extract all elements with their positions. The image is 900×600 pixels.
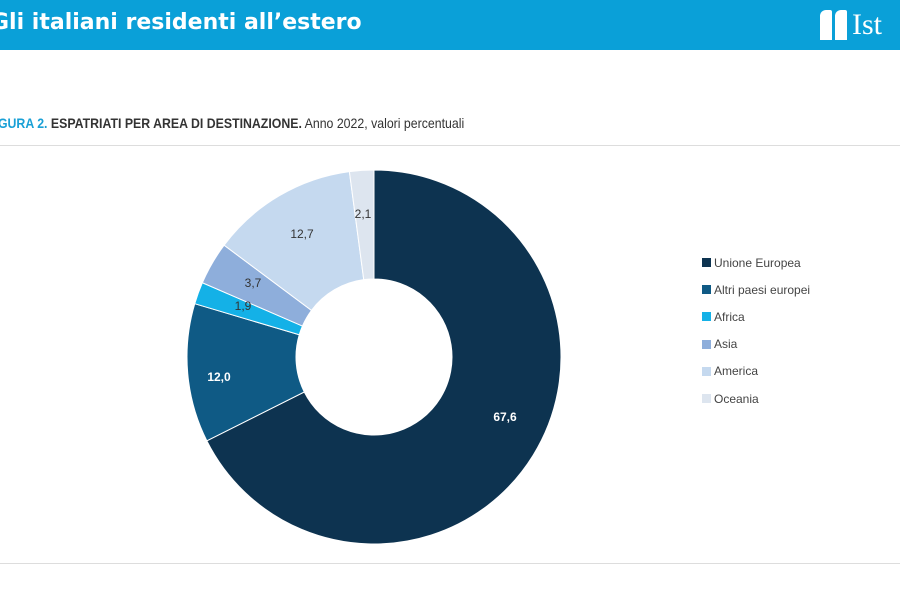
legend-item: America <box>702 358 810 385</box>
legend-swatch <box>702 339 711 349</box>
figure-subtitle: Anno 2022, valori percentuali <box>304 115 465 131</box>
legend-label: America <box>714 364 759 379</box>
data-label: 1,9 <box>235 299 252 313</box>
legend-swatch <box>702 394 711 404</box>
donut-slice-america <box>223 171 365 312</box>
header-band: Gli italiani residenti all’estero Ist <box>0 0 900 50</box>
legend-item: Oceania <box>702 385 810 412</box>
data-label: 12,7 <box>290 227 314 241</box>
data-label: 3,7 <box>245 276 262 290</box>
figure-title: FIGURA 2. ESPATRIATI PER AREA DI DESTINA… <box>0 115 464 131</box>
legend: Unione Europea Altri paesi europei Africa A… <box>702 249 810 412</box>
legend-label: Oceania <box>714 391 759 406</box>
donut-slice-altri-paesi-europei <box>186 303 305 442</box>
legend-item: Asia <box>702 331 810 358</box>
data-label: 2,1 <box>355 207 372 221</box>
legend-item: Africa <box>702 303 810 330</box>
legend-label: Asia <box>714 337 738 352</box>
istat-logo: Ist <box>820 10 882 40</box>
legend-label: Unione Europea <box>714 255 801 270</box>
legend-swatch <box>702 285 711 295</box>
legend-swatch <box>702 258 711 268</box>
donut-slice-oceania <box>348 169 375 281</box>
data-label: 67,6 <box>493 410 517 424</box>
legend-label: Africa <box>714 309 745 324</box>
top-rule <box>0 145 900 146</box>
legend-label: Altri paesi europei <box>714 282 811 297</box>
figure-heading: ESPATRIATI PER AREA DI DESTINAZIONE. <box>50 115 302 131</box>
bottom-rule <box>0 563 900 564</box>
data-label: 12,0 <box>207 370 231 384</box>
donut-slice-unione-europea <box>206 169 562 545</box>
header-title: Gli italiani residenti all’estero <box>0 10 362 35</box>
legend-swatch <box>702 312 711 322</box>
legend-item: Unione Europea <box>702 249 810 276</box>
legend-item: Altri paesi europei <box>702 276 810 303</box>
figure-number: FIGURA 2. <box>0 115 48 131</box>
legend-swatch <box>702 366 711 376</box>
